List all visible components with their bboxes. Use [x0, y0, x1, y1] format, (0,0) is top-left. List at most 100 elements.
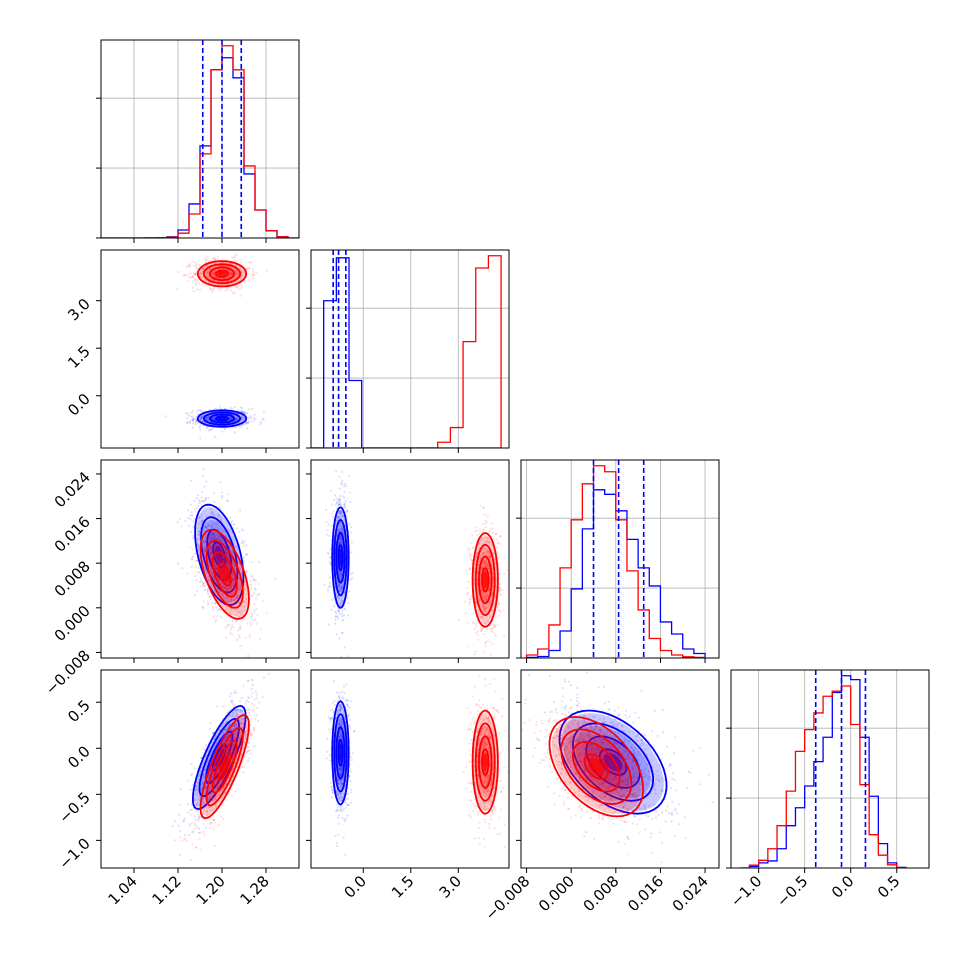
scatter-panel-r3-c2: −0.008 0.000 0.008 0.016 0.024	[481, 669, 720, 924]
blue-density-core	[214, 748, 224, 767]
red-density-core	[220, 757, 229, 776]
red-contour	[217, 562, 232, 587]
red-contour	[583, 753, 609, 781]
histogram-red	[740, 685, 907, 868]
x-tick-label: 1.12	[148, 872, 184, 908]
red-contour	[548, 716, 645, 818]
x-tick-label: 0.008	[580, 872, 623, 915]
histogram-area	[521, 460, 719, 658]
histogram-area	[101, 40, 299, 238]
histogram-red	[525, 465, 706, 658]
blue-density-core	[215, 546, 224, 564]
x-tick-label: 0.016	[624, 872, 667, 915]
red-contour	[474, 722, 496, 802]
blue-contour	[335, 726, 346, 780]
y-tick-label: −1.0	[55, 834, 93, 872]
red-contour	[572, 740, 621, 793]
red-density-core	[483, 571, 488, 589]
x-tick-label: 0.0	[341, 872, 371, 902]
scatter-panel-r2-c1	[306, 459, 510, 663]
y-tick-label: 1.5	[64, 342, 94, 372]
red-contour	[211, 739, 238, 794]
blue-contour	[333, 519, 348, 597]
blue-contour	[337, 739, 344, 767]
scatter-area	[171, 670, 270, 862]
red-contour	[560, 728, 633, 805]
panel-frame	[100, 39, 300, 239]
y-tick-label: −0.008	[42, 647, 94, 699]
panel-frame	[310, 459, 510, 659]
red-contour	[199, 714, 250, 820]
blue-contour	[571, 722, 654, 802]
histogram-red	[101, 45, 299, 238]
histogram-red	[311, 255, 502, 448]
blue-contour	[335, 531, 346, 584]
red-contour	[471, 532, 499, 628]
y-tick-label: 0.016	[51, 513, 94, 556]
y-tick-label: 3.0	[64, 295, 94, 325]
blue-contour	[191, 704, 247, 811]
red-contour	[481, 748, 490, 776]
red-contour	[208, 266, 236, 282]
blue-contour	[215, 415, 229, 422]
x-tick-label: −1.0	[727, 872, 765, 910]
blue-contour	[331, 506, 350, 609]
red-contour	[477, 735, 493, 789]
blue-contour	[200, 516, 239, 594]
scatter-panel-r3-c1: 0.0 1.5 3.0	[306, 669, 510, 902]
red-contour	[477, 555, 493, 605]
panel-frame	[100, 669, 300, 869]
scatter-area	[521, 671, 714, 864]
scatter-panel-r3-c0: 1.04 1.12 1.20 1.28 −1.0 −0.5 0.0 0.5	[55, 669, 300, 908]
blue-contour	[558, 709, 668, 815]
scatter-area	[164, 253, 268, 440]
histogram-panel-1	[306, 249, 510, 453]
red-contour	[202, 263, 242, 285]
y-tick-label: 0.008	[51, 557, 94, 600]
x-tick-label: 0.000	[535, 872, 578, 915]
x-tick-label: 0.0	[828, 872, 858, 902]
red-contour	[217, 752, 232, 781]
red-contour	[205, 539, 244, 609]
red-contour	[211, 551, 238, 598]
red-contour	[214, 269, 230, 278]
y-tick-label: 0.5	[64, 696, 94, 726]
blue-contour	[333, 713, 348, 793]
x-tick-label: −0.5	[773, 872, 811, 910]
histogram-panel-0	[96, 39, 300, 243]
panel-frame	[520, 669, 720, 869]
panel-frame	[310, 249, 510, 449]
histogram-area	[731, 670, 929, 868]
x-tick-label: 0.024	[669, 872, 712, 915]
scatter-area	[176, 468, 277, 658]
panel-frame	[730, 669, 930, 869]
y-tick-label: 0.024	[51, 468, 94, 511]
y-tick-label: 0.000	[51, 602, 94, 645]
blue-contour	[598, 748, 628, 776]
red-contour	[471, 709, 499, 815]
red-contour	[199, 528, 250, 620]
x-tick-label: 1.20	[192, 872, 228, 908]
blue-contour	[194, 503, 245, 606]
x-tick-label: 1.5	[388, 872, 418, 902]
red-density-core	[220, 566, 229, 583]
blue-density-core	[339, 548, 342, 567]
y-tick-label: 0.0	[64, 390, 94, 420]
panel-frame	[520, 459, 720, 659]
blue-density-core	[217, 417, 227, 420]
red-density-core	[217, 271, 227, 276]
blue-contour	[198, 717, 240, 798]
histogram-panel-2	[516, 459, 720, 663]
red-density-core	[588, 758, 605, 776]
red-contour	[481, 567, 490, 593]
blue-contour	[337, 544, 344, 572]
panel-frame	[100, 459, 300, 659]
blue-contour	[331, 700, 350, 806]
histogram-panel-3: −1.0 −0.5 0.0 0.5	[726, 669, 930, 911]
panel-frame	[310, 669, 510, 869]
blue-contour	[208, 413, 236, 424]
scatter-panel-r1-c0: 0.0 1.5 3.0	[64, 249, 300, 453]
y-tick-label: 0.0	[64, 742, 94, 772]
